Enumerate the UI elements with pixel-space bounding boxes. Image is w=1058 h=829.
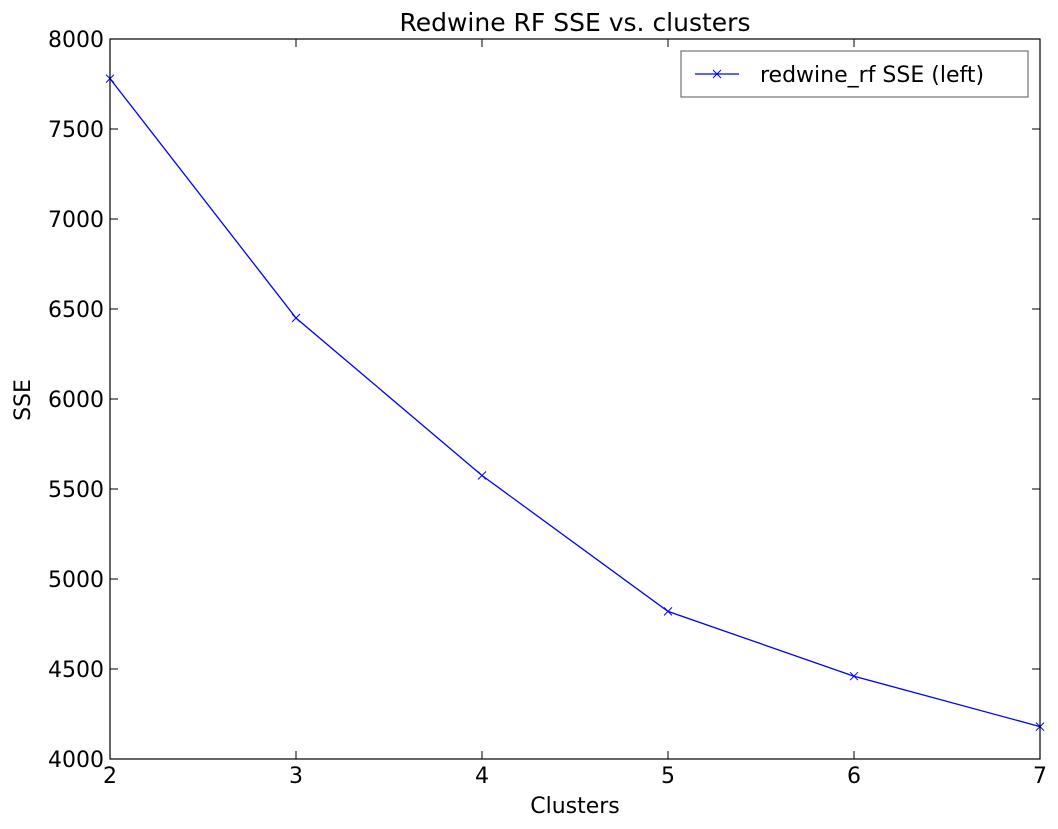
legend: redwine_rf SSE (left) [680, 50, 1029, 98]
x-tick-label: 6 [847, 764, 861, 789]
x-tick-label: 7 [1033, 764, 1047, 789]
legend-label: redwine_rf SSE (left) [760, 63, 984, 88]
y-axis-label: SSE [11, 379, 36, 421]
x-tick-label: 3 [289, 764, 303, 789]
series-line [109, 78, 1041, 728]
axis-ticks: 2 3 4 5 6 7 4000 4500 5000 5500 6000 6500 7000 7500 80… [48, 28, 1047, 789]
y-tick-label: 6000 [48, 388, 104, 413]
y-tick-label: 7500 [48, 118, 104, 143]
data-point-marker [849, 671, 859, 681]
marker-stroke [663, 607, 673, 616]
marker-stroke [291, 313, 301, 323]
x-tick-label: 4 [475, 764, 489, 789]
y-tick-label: 7000 [48, 208, 104, 233]
x-tick-label: 2 [103, 764, 117, 789]
x-tick-label: 5 [661, 764, 675, 789]
y-tick-label: 4000 [48, 748, 104, 773]
data-point-marker [663, 607, 673, 616]
y-tick-label: 4500 [48, 658, 104, 683]
data-point-marker [291, 313, 301, 323]
data-point-marker [477, 471, 487, 480]
y-tick-label: 8000 [48, 28, 104, 53]
y-tick-label: 6500 [48, 298, 104, 323]
x-axis-label: Clusters [530, 794, 620, 819]
y-tick-label: 5000 [48, 568, 104, 593]
y-tick-label: 5500 [48, 478, 104, 503]
chart-title: Redwine RF SSE vs. clusters [399, 8, 750, 37]
marker-stroke [849, 671, 859, 681]
legend-marker [712, 69, 722, 79]
marker-stroke [477, 471, 487, 480]
